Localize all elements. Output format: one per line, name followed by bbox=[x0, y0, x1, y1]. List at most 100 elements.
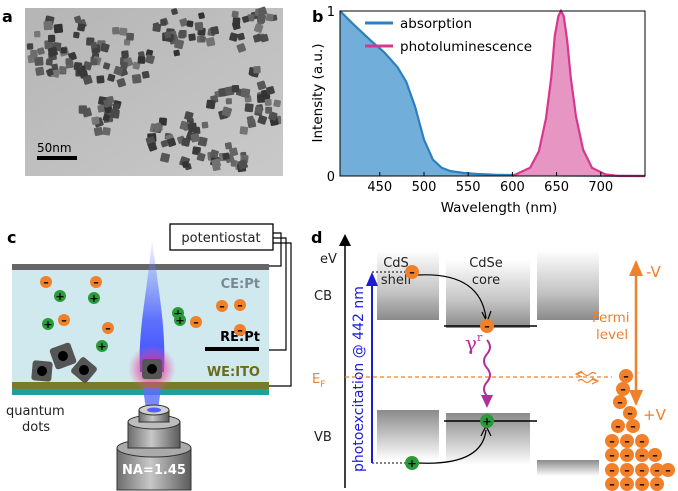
reservoir-electron: – bbox=[620, 477, 634, 491]
nanocrystal bbox=[100, 42, 110, 53]
panel-label-b: b bbox=[312, 7, 323, 26]
nanocrystal bbox=[137, 56, 146, 64]
reservoir-electron: – bbox=[623, 406, 637, 420]
nanocrystal bbox=[53, 23, 64, 34]
svg-text:+: + bbox=[55, 290, 64, 303]
reference-electrode bbox=[205, 347, 259, 351]
nanocrystal bbox=[244, 103, 254, 113]
reservoir-electron: – bbox=[626, 419, 640, 433]
tunneling-arrowhead-left bbox=[574, 370, 583, 378]
panel-label-d: d bbox=[311, 228, 322, 247]
reservoir-electron: – bbox=[613, 395, 627, 409]
nanocrystal bbox=[179, 18, 189, 27]
nanocrystal bbox=[201, 121, 209, 129]
nanocrystal bbox=[96, 75, 105, 84]
counter-electrode-plate bbox=[12, 264, 269, 270]
svg-text:–: – bbox=[639, 478, 645, 491]
svg-text:+: + bbox=[173, 307, 182, 320]
y-axis-label: Intensity (a.u.) bbox=[310, 44, 326, 143]
nanocrystal bbox=[65, 58, 72, 65]
nanocrystal bbox=[256, 80, 267, 91]
wire-ce bbox=[268, 232, 282, 267]
nanocrystal bbox=[237, 159, 248, 170]
hole: + bbox=[174, 314, 186, 327]
y-tick-label: 1 bbox=[327, 5, 335, 20]
minus-v-label: -V bbox=[646, 263, 662, 281]
series-line-photoluminescence bbox=[511, 8, 645, 178]
quantum-dot-group bbox=[31, 342, 162, 383]
tunneling-wave-lower bbox=[577, 378, 597, 384]
nanocrystal bbox=[257, 6, 268, 17]
photo-electron: – bbox=[405, 265, 419, 279]
fermi-text-line1: Fermi bbox=[592, 310, 630, 326]
svg-text:–: – bbox=[654, 464, 660, 477]
quantum-dot-excited bbox=[142, 359, 162, 379]
svg-text:–: – bbox=[624, 478, 630, 491]
nanocrystal bbox=[120, 61, 128, 69]
nanocrystal bbox=[82, 74, 93, 85]
nanocrystal bbox=[187, 122, 198, 133]
laser-beam-lower bbox=[143, 388, 161, 410]
svg-text:–: – bbox=[237, 299, 243, 312]
svg-text:–: – bbox=[624, 464, 630, 477]
laser-beam bbox=[139, 240, 165, 372]
svg-text:+: + bbox=[482, 415, 491, 428]
reservoir-electron: – bbox=[635, 448, 649, 462]
nanocrystal bbox=[90, 41, 98, 49]
electron: – bbox=[58, 314, 70, 327]
nanocrystal bbox=[102, 62, 111, 70]
plot-frame bbox=[339, 10, 646, 177]
nanocrystal bbox=[186, 20, 194, 28]
y-tick-label: 0 bbox=[327, 170, 335, 185]
reservoir-electron: – bbox=[605, 434, 619, 448]
electron-reservoir: ––––– –– – –– – – –– – – –– – – –– bbox=[605, 369, 675, 491]
nanocrystal bbox=[266, 86, 275, 95]
recombination-wave bbox=[483, 339, 491, 397]
nanocrystal bbox=[268, 111, 278, 121]
nanocrystal bbox=[246, 115, 255, 124]
energy-axis-arrowhead bbox=[339, 234, 351, 246]
voltage-arrowhead-bottom bbox=[629, 390, 643, 406]
nanocrystal bbox=[164, 31, 172, 39]
nanocrystal bbox=[30, 49, 38, 58]
x-axis-label: Wavelength (nm) bbox=[441, 200, 558, 216]
nanocrystal bbox=[51, 63, 59, 71]
electron: – bbox=[40, 276, 52, 289]
panel-d: d eV CB VB EF CdS shell CdSe core photoe… bbox=[311, 228, 675, 491]
nanocrystal bbox=[253, 33, 262, 43]
panel-label-a: a bbox=[2, 7, 13, 26]
nanocrystal bbox=[45, 58, 53, 66]
nanocrystal bbox=[184, 111, 194, 121]
reservoir-electron: – bbox=[635, 477, 649, 491]
nanocrystal bbox=[231, 85, 240, 93]
nanocrystal bbox=[231, 10, 239, 18]
potentiostat-box bbox=[169, 223, 274, 251]
nanocrystal bbox=[265, 106, 273, 114]
nanocrystal bbox=[254, 106, 263, 114]
svg-text:–: – bbox=[609, 449, 615, 462]
svg-text:–: – bbox=[237, 324, 243, 337]
nanocrystal bbox=[181, 160, 190, 168]
nanocrystal bbox=[73, 31, 80, 39]
svg-text:–: – bbox=[639, 435, 645, 448]
cds-valence-band bbox=[377, 410, 439, 460]
nanocrystal bbox=[224, 142, 233, 150]
photoexcitation-label: photoexcitation @ 442 nm bbox=[351, 286, 367, 472]
x-tick-label: 500 bbox=[412, 180, 437, 195]
svg-text:–: – bbox=[609, 464, 615, 477]
nanocrystal bbox=[91, 116, 100, 125]
nanocrystal bbox=[188, 33, 196, 41]
nanocrystal bbox=[247, 14, 255, 22]
quantum-dots-label-line1: quantum bbox=[6, 404, 65, 419]
svg-text:–: – bbox=[609, 478, 615, 491]
nanocrystal bbox=[160, 139, 169, 148]
wire-re bbox=[258, 237, 287, 351]
reservoir-electron: – bbox=[650, 477, 664, 491]
potentiostat-label: potentiostat bbox=[181, 231, 260, 246]
nanocrystal bbox=[74, 15, 82, 24]
nanocrystal bbox=[194, 21, 204, 31]
nanocrystal bbox=[131, 74, 142, 84]
nanocrystal bbox=[110, 108, 120, 119]
